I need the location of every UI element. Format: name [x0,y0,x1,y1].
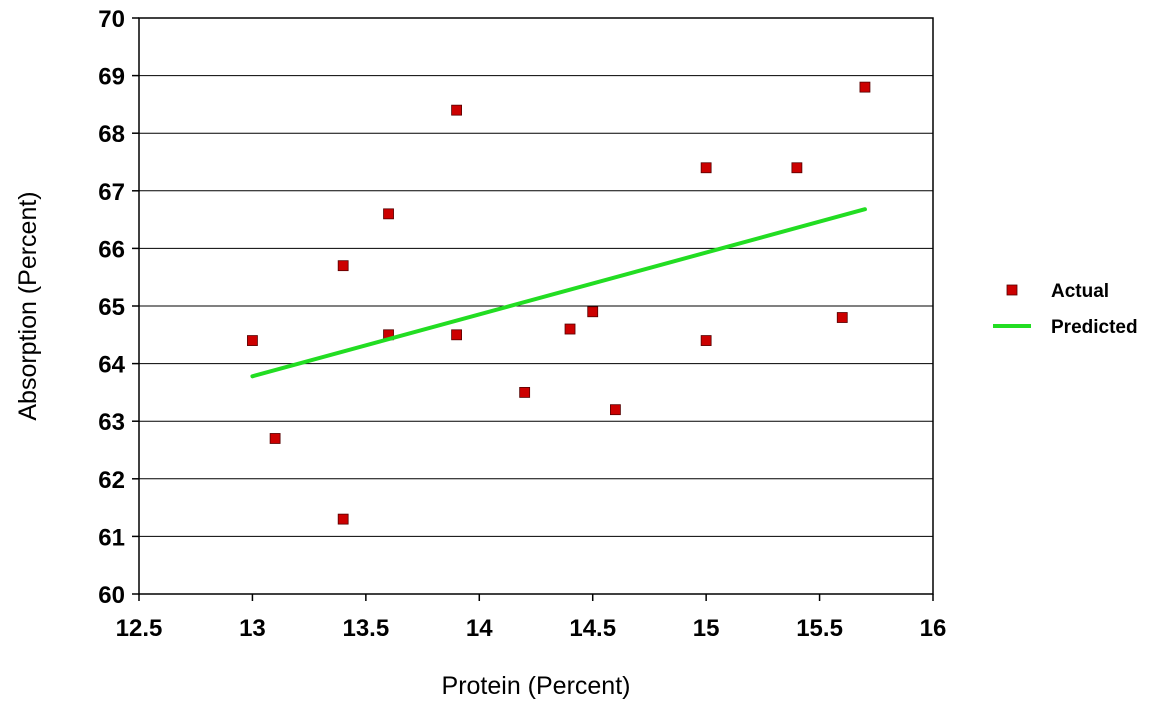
y-tick-label: 67 [98,179,125,206]
legend-marker-actual [1006,284,1018,296]
gridlines [139,17,933,595]
actual-point-10 [587,306,599,318]
y-axis-title: Absorption (Percent) [14,191,42,420]
legend: Actual Predicted [993,281,1138,338]
actual-point-16 [859,81,871,93]
x-tick-label: 13 [239,615,266,642]
x-tick-label: 12.5 [116,615,163,642]
actual-point-8 [519,386,531,398]
x-tick-label: 14.5 [569,615,616,642]
x-tick-label: 13.5 [342,615,389,642]
actual-point-9 [564,323,576,335]
y-tick-label: 62 [98,467,125,494]
x-tick-label: 15 [693,615,720,642]
y-tick-label: 68 [98,121,125,148]
legend-label-predicted: Predicted [1051,317,1138,338]
actual-point-12 [700,162,712,174]
actual-point-2 [337,260,349,272]
y-tick-label: 60 [98,582,125,609]
x-tick-labels: 12.5 13 13.5 14 14.5 15 15.5 16 [116,615,947,642]
x-tick-label: 16 [920,615,947,642]
y-tick-label: 70 [98,6,125,33]
y-tick-label: 63 [98,409,125,436]
actual-point-1 [269,433,281,444]
x-tick-label: 15.5 [796,615,843,642]
actual-point-15 [836,312,848,323]
y-tick-label: 69 [98,64,125,91]
actual-point-3 [337,513,349,525]
y-tick-label: 66 [98,236,125,263]
actual-point-6 [451,104,463,116]
actual-point-11 [610,404,621,416]
axis-ticks [132,17,934,601]
actual-point-13 [700,335,712,346]
y-tick-label: 61 [98,524,125,551]
actual-point-14 [791,162,803,174]
legend-label-actual: Actual [1051,281,1109,302]
data-series [247,81,871,525]
predicted-line [250,207,867,379]
actual-point-7 [451,329,463,341]
actual-point-4 [383,208,394,220]
actual-point-0 [247,335,258,346]
y-tick-label: 64 [98,352,125,379]
x-axis-title: Protein (Percent) [442,672,631,700]
x-tick-label: 14 [466,615,493,642]
y-tick-label: 65 [98,294,125,321]
y-tick-labels: 60 61 62 63 64 65 66 67 68 69 70 [98,6,125,609]
